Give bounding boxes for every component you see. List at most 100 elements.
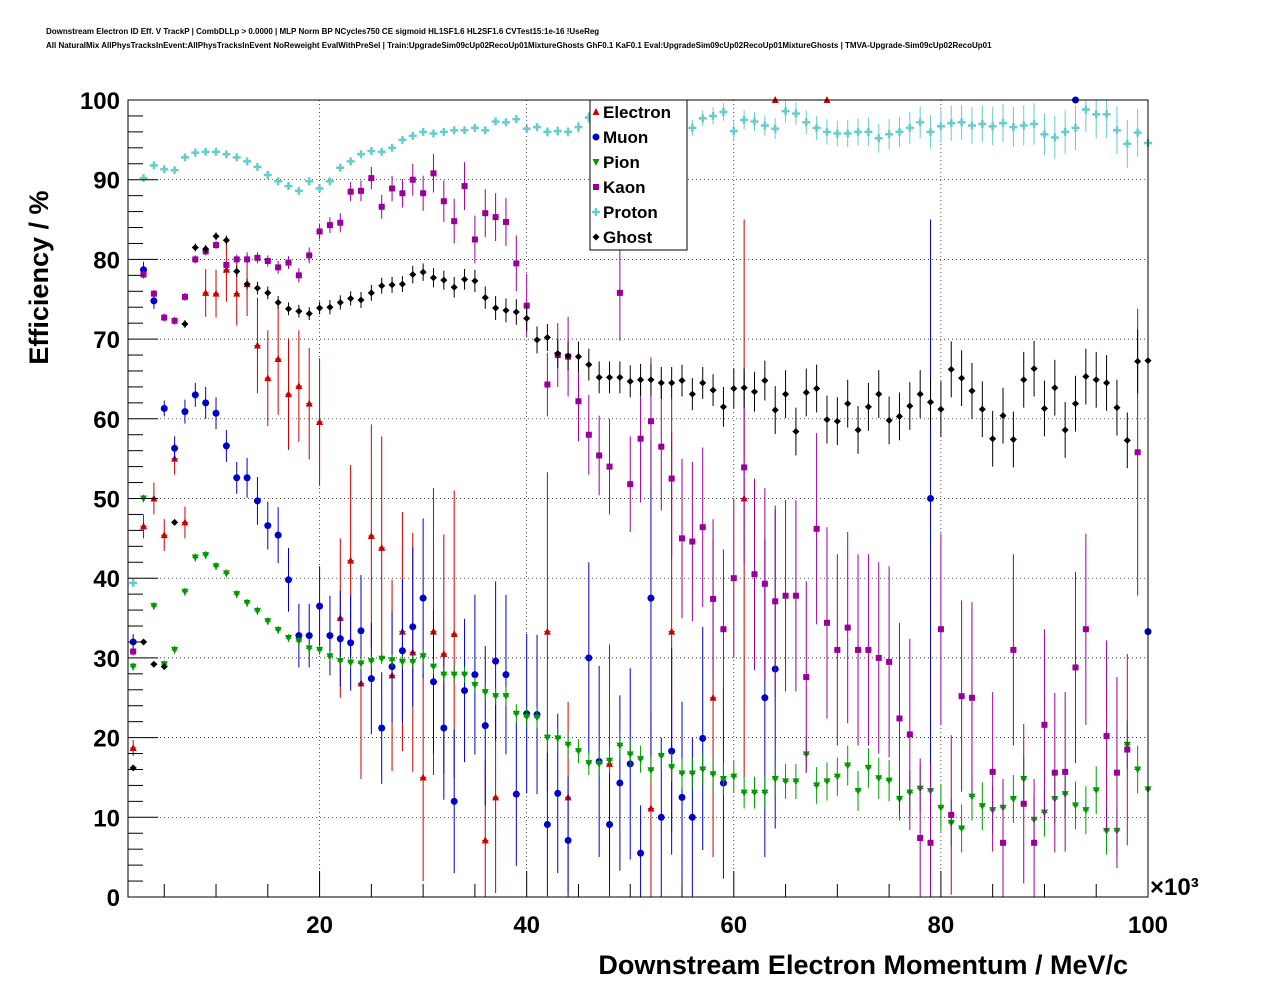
data-point-proton <box>1009 107 1018 148</box>
data-point-ghost <box>429 268 437 288</box>
data-point-kaon <box>171 316 178 325</box>
data-point-kaon <box>1124 653 1131 846</box>
data-point-pion <box>833 757 841 796</box>
data-point-ghost <box>854 406 862 454</box>
data-point-kaon <box>212 241 220 250</box>
data-point-pion <box>657 741 665 771</box>
data-point-proton <box>1019 105 1028 146</box>
data-point-proton <box>1123 119 1132 168</box>
data-point-proton <box>398 135 407 144</box>
data-point-kaon <box>347 182 354 202</box>
data-point-muon <box>316 566 324 646</box>
data-point-kaon <box>761 488 768 680</box>
data-point-proton <box>1112 106 1121 155</box>
data-point-proton <box>336 163 345 172</box>
data-point-ghost <box>761 360 769 401</box>
data-point-kaon <box>181 292 189 301</box>
data-point-proton <box>533 123 542 132</box>
data-point-ghost <box>927 378 935 426</box>
data-point-kaon <box>886 566 893 758</box>
data-point-proton <box>729 121 738 141</box>
data-point-ghost <box>823 395 831 444</box>
data-point-pion <box>274 626 282 635</box>
data-point-muon <box>305 603 313 668</box>
data-point-pion <box>243 598 251 607</box>
data-point-proton <box>988 107 997 146</box>
data-point-kaon <box>875 562 882 754</box>
data-point-proton <box>709 107 718 125</box>
x-tick-label: 100 <box>1128 912 1168 939</box>
data-point-kaon <box>689 461 696 622</box>
data-point-proton <box>501 118 510 127</box>
data-point-ghost <box>502 298 510 323</box>
data-point-pion <box>823 762 831 801</box>
data-point-pion <box>502 686 510 706</box>
data-point-pion <box>419 649 427 664</box>
data-point-kaon <box>1062 692 1069 852</box>
data-point-ghost <box>813 364 821 413</box>
data-point-muon <box>191 382 199 407</box>
data-point-kaon <box>927 763 934 897</box>
data-point-electron <box>253 297 261 394</box>
data-point-kaon <box>937 533 944 725</box>
data-point-muon <box>274 507 282 564</box>
data-point-kaon <box>782 500 789 692</box>
legend-marker <box>592 233 600 241</box>
data-point-pion <box>730 760 738 793</box>
data-point-kaon <box>471 215 479 264</box>
data-point-proton <box>149 161 158 170</box>
data-point-pion <box>958 804 966 853</box>
data-point-proton <box>232 153 241 162</box>
data-point-muon <box>160 400 168 417</box>
data-point-pion <box>937 783 945 832</box>
data-point-proton <box>812 115 821 140</box>
data-point-ghost <box>564 341 572 371</box>
data-point-ghost <box>1009 411 1017 468</box>
data-point-kaon <box>906 638 913 831</box>
legend-entry-proton: Proton <box>592 203 658 222</box>
data-point-ghost <box>492 296 500 320</box>
data-point-ghost <box>906 382 914 430</box>
data-point-proton <box>1030 103 1039 145</box>
data-point-kaon <box>440 180 447 222</box>
data-point-pion <box>461 666 469 683</box>
series-muon <box>129 96 1152 897</box>
data-point-muon <box>512 722 520 866</box>
data-point-proton <box>553 126 562 136</box>
data-point-proton <box>957 104 966 140</box>
data-point-kaon <box>958 600 965 792</box>
data-point-pion <box>367 655 375 667</box>
x-tick-label: 80 <box>928 912 955 939</box>
data-point-electron <box>222 237 230 302</box>
data-point-pion <box>637 745 645 773</box>
data-point-electron <box>202 268 210 317</box>
data-point-ghost <box>730 368 738 409</box>
data-point-ghost <box>875 370 883 419</box>
series-kaon <box>130 154 1141 897</box>
legend-label: Electron <box>603 103 671 122</box>
data-point-pion <box>792 763 800 799</box>
data-point-proton <box>688 119 697 136</box>
axis-ticks: 0 10 20 30 40 50 60 70 80 90 100 20 40 60 80 100 <box>80 88 1168 939</box>
data-point-proton <box>325 177 334 186</box>
data-point-kaon <box>585 394 592 475</box>
data-point-proton <box>243 157 252 166</box>
data-point-kaon <box>575 361 582 442</box>
data-point-kaon <box>451 198 458 244</box>
data-point-proton <box>760 115 769 136</box>
data-point-ghost <box>606 361 614 394</box>
data-point-muon <box>481 645 489 806</box>
data-point-pion <box>574 739 582 764</box>
data-point-kaon <box>803 581 810 773</box>
data-point-proton <box>367 147 376 156</box>
data-point-proton <box>864 117 873 147</box>
data-point-proton <box>698 110 707 127</box>
y-tick-label: 70 <box>93 327 120 354</box>
legend-marker <box>593 184 599 190</box>
data-point-muon <box>471 594 479 755</box>
data-point-proton <box>263 170 272 179</box>
data-point-ghost <box>285 302 293 316</box>
data-point-pion <box>1092 766 1100 815</box>
data-point-kaon <box>917 758 924 897</box>
